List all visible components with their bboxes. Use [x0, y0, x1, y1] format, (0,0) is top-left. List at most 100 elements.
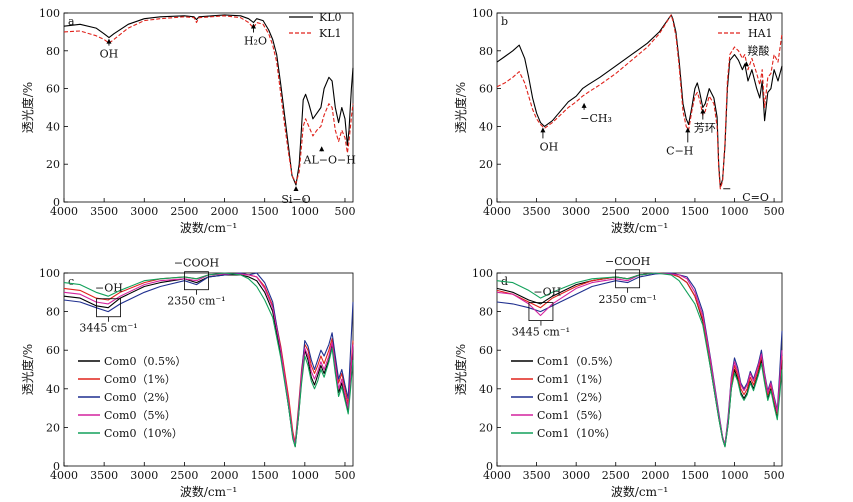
- series-line-ha0: [496, 14, 783, 188]
- x-tick-label: 3000: [562, 205, 590, 218]
- x-axis-title: 波数/cm⁻¹: [180, 484, 237, 499]
- annotation-label: 3445 cm⁻¹: [512, 326, 570, 339]
- y-tick-label: 20: [479, 158, 493, 171]
- x-tick-label: 3000: [562, 469, 590, 482]
- x-tick-label: 4000: [483, 469, 511, 482]
- annotation-arrowhead: [106, 38, 112, 44]
- legend-entry: Com1（1%）: [537, 373, 609, 386]
- x-tick-label: 1500: [251, 469, 279, 482]
- legend-entry: Com1（5%）: [537, 409, 609, 422]
- annotation-arrowhead: [700, 108, 706, 114]
- annotation-arrowhead: [250, 23, 256, 29]
- series-line-com1-10: [496, 272, 783, 448]
- x-tick-label: 2500: [170, 205, 198, 218]
- y-tick-label: 60: [479, 83, 493, 96]
- x-tick-label: 4000: [483, 205, 511, 218]
- x-tick-label: 1000: [721, 469, 749, 482]
- annotation-label: C=O: [742, 191, 769, 204]
- x-tick-label: 1500: [251, 205, 279, 218]
- series-line-com1-5: [496, 272, 783, 446]
- legend-entry: Com1（2%）: [537, 391, 609, 404]
- legend-entry: Com0（5%）: [104, 409, 176, 422]
- chart-panel-a: a 4000 3500 3000 2500 2000 1500 1000 500 0 20 40 60 8…: [20, 7, 356, 235]
- legend-entry: KL1: [319, 27, 342, 40]
- x-tick-label: 3500: [523, 469, 551, 482]
- x-tick-label: 500: [334, 469, 355, 482]
- x-tick-label: 3500: [90, 205, 118, 218]
- x-tick-label: 1000: [721, 205, 749, 218]
- annotation-label: −OH: [95, 282, 123, 295]
- legend-entry: Com0（10%）: [104, 427, 183, 440]
- annotation-arrowhead: [581, 102, 587, 108]
- y-axis-title: 透光度/%: [453, 344, 468, 395]
- panel-label: b: [501, 15, 508, 28]
- y-tick-label: 0: [53, 460, 60, 473]
- y-tick-label: 80: [479, 306, 493, 319]
- x-tick-label: 3000: [130, 205, 158, 218]
- x-axis-title: 波数/cm⁻¹: [611, 484, 668, 499]
- x-tick-label: 3500: [90, 469, 118, 482]
- y-tick-label: 20: [46, 421, 60, 434]
- legend-entry: KL0: [319, 11, 342, 24]
- annotation-label: 芳环: [694, 121, 716, 135]
- legend-entry: Com0（2%）: [104, 391, 176, 404]
- x-tick-label: 3500: [523, 205, 551, 218]
- series-line-com0-5: [63, 273, 354, 446]
- chart-panel-c: c 4000 3500 3000 2500 2000 1500 1000 500 0 20 40 60 8…: [20, 257, 355, 499]
- annotation-label: 3445 cm⁻¹: [79, 322, 137, 335]
- annotation-label: −COOH: [174, 257, 219, 270]
- annotation-arrowhead: [685, 127, 691, 133]
- x-tick-label: 1500: [681, 469, 709, 482]
- series-line-com0-10: [63, 272, 354, 448]
- annotation-label: OH: [540, 140, 559, 153]
- annotation-label: H₂O: [244, 34, 267, 47]
- x-tick-label: 2500: [602, 205, 630, 218]
- y-tick-label: 0: [486, 460, 493, 473]
- x-axis-title: 波数/cm⁻¹: [180, 220, 237, 235]
- y-tick-label: 60: [46, 344, 60, 357]
- x-tick-label: 500: [764, 205, 785, 218]
- y-tick-label: 0: [486, 196, 493, 209]
- y-tick-label: 80: [46, 306, 60, 319]
- annotation-label: Si−O: [281, 193, 310, 206]
- x-tick-label: 2000: [211, 205, 239, 218]
- annotation-label: −CH₃: [580, 112, 612, 125]
- y-tick-label: 0: [53, 196, 60, 209]
- legend-entry: Com0（1%）: [104, 373, 176, 386]
- chart-panel-b: b 4000 3500 3000 2500 2000 1500 1000 500 0 20 40 60 8…: [453, 7, 785, 235]
- legend-entry: Com1（0.5%）: [537, 355, 619, 368]
- annotation-label: C−H: [666, 144, 693, 157]
- y-axis-title: 透光度/%: [20, 82, 35, 133]
- y-axis-title: 透光度/%: [20, 344, 35, 395]
- annotation-arrowhead: [540, 127, 546, 133]
- annotation-arrowhead: [293, 185, 299, 191]
- annotation-label: OH: [100, 48, 119, 61]
- series-line-kl0: [63, 14, 354, 186]
- x-tick-label: 4000: [50, 469, 78, 482]
- annotation-label: −COOH: [605, 255, 650, 268]
- panel-label: a: [68, 15, 75, 28]
- y-axis-title: 透光度/%: [453, 82, 468, 133]
- y-tick-label: 40: [479, 383, 493, 396]
- x-tick-label: 1000: [291, 469, 319, 482]
- x-tick-label: 2500: [170, 469, 198, 482]
- x-tick-label: 2000: [641, 469, 669, 482]
- series-line-kl1: [63, 15, 354, 184]
- series-line-ha1: [496, 14, 783, 190]
- y-tick-label: 40: [46, 383, 60, 396]
- y-tick-label: 100: [472, 267, 493, 280]
- y-tick-label: 60: [46, 83, 60, 96]
- plot-frame: [496, 12, 783, 203]
- annotation-label: 羧酸: [747, 43, 769, 57]
- x-tick-label: 2000: [211, 469, 239, 482]
- y-tick-label: 100: [39, 7, 60, 20]
- panel-label: c: [68, 275, 74, 288]
- x-axis-title: 波数/cm⁻¹: [611, 220, 668, 235]
- annotation-label: −OH: [533, 286, 561, 299]
- y-tick-label: 20: [46, 158, 60, 171]
- annotation-label: 2350 cm⁻¹: [167, 295, 225, 308]
- y-tick-label: 100: [39, 267, 60, 280]
- y-tick-label: 100: [472, 7, 493, 20]
